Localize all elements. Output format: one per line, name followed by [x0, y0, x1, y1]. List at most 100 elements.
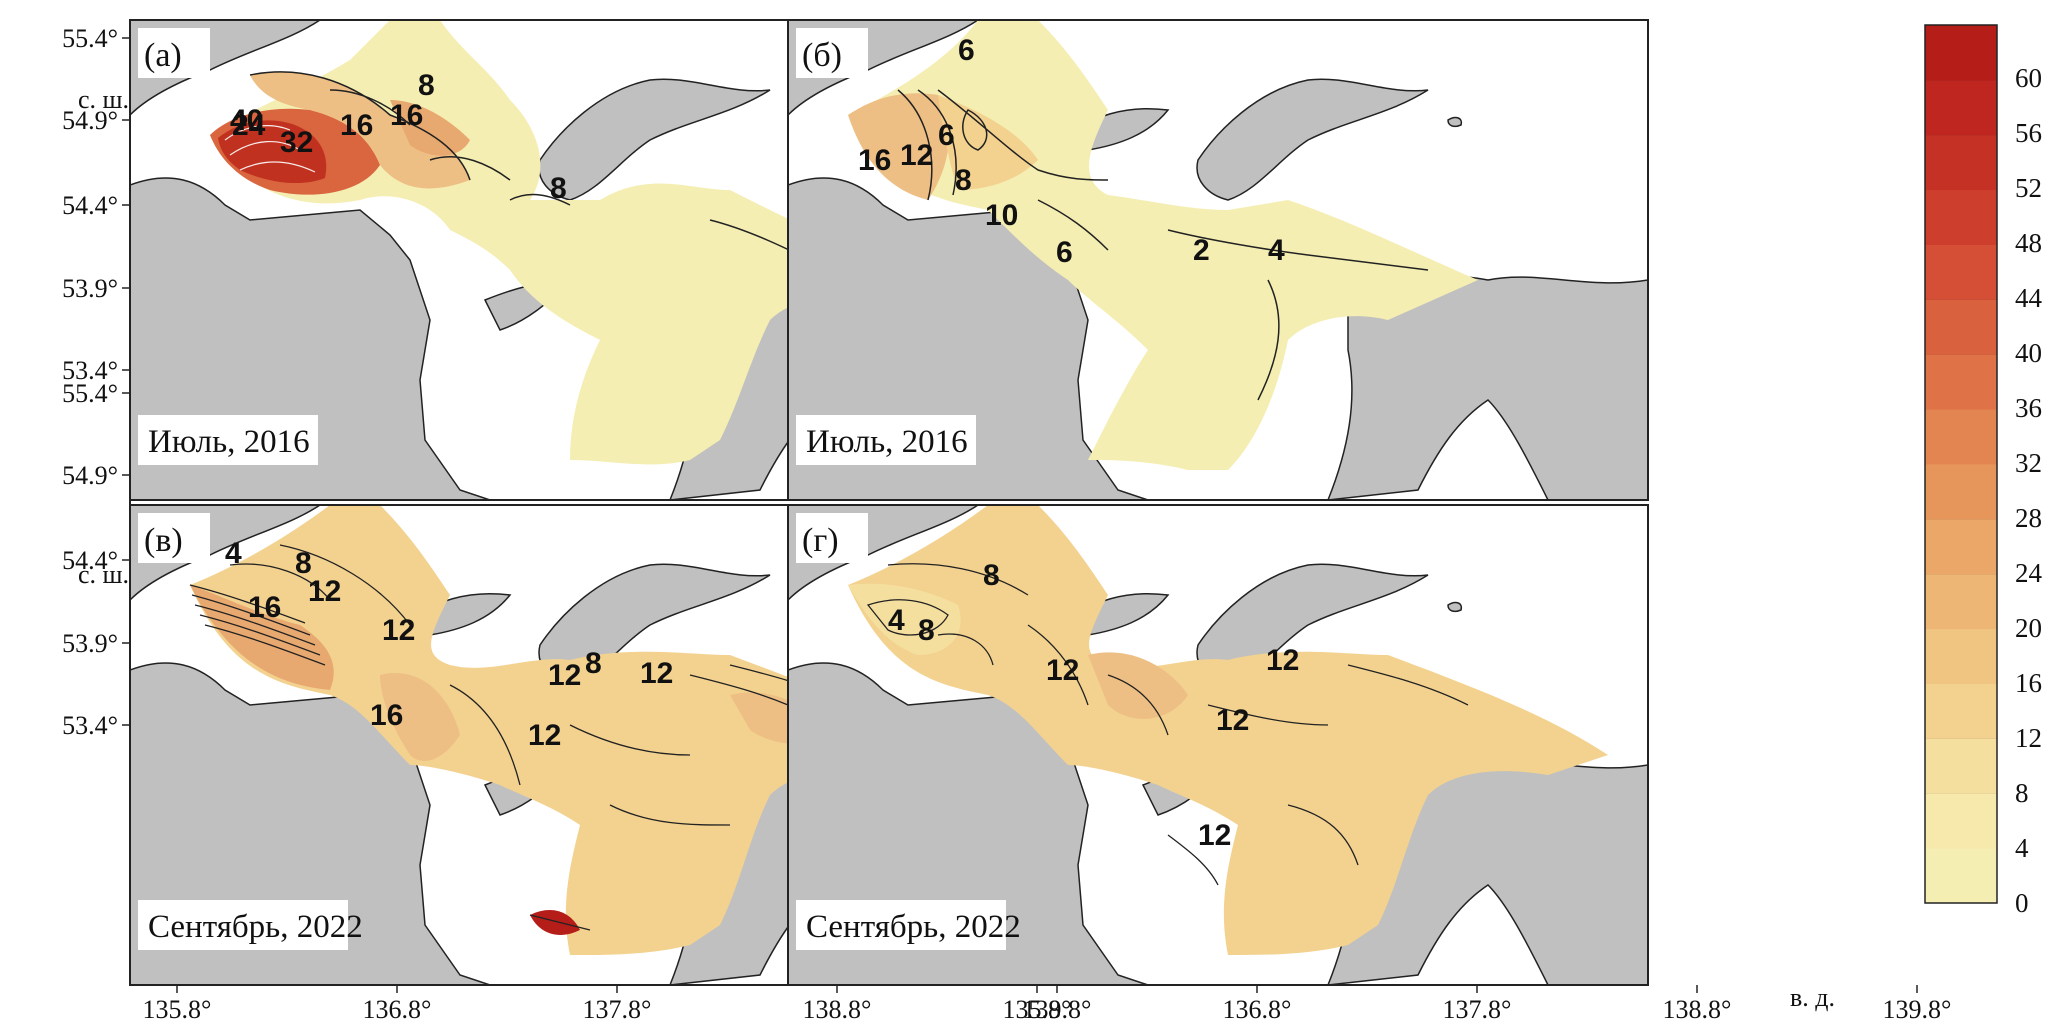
contour-label: 6: [958, 34, 975, 67]
contour-label: 8: [983, 559, 1000, 592]
colorbar-tick-label: 32: [2015, 448, 2042, 478]
colorbar-tick-label: 28: [2015, 503, 2042, 533]
colorbar-swatch: [1925, 573, 1997, 630]
contour-label: 4: [888, 604, 905, 637]
colorbar-swatch: [1925, 518, 1997, 575]
x-tick-label: 139.8°: [1023, 995, 1092, 1024]
panel-letter: (б): [802, 37, 842, 74]
contour-label: 12: [1216, 704, 1249, 737]
data-region: [190, 505, 950, 955]
panel-frame: [787, 19, 1649, 501]
x-tick-label: 137.8°: [583, 995, 652, 1024]
colorbar-tick-label: 44: [2015, 283, 2043, 313]
colorbar-tick-label: 24: [2015, 558, 2043, 588]
contour-label: 12: [900, 139, 933, 172]
y-axis-unit: с. ш.: [78, 560, 129, 589]
y-tick-label: 54.4°: [62, 546, 118, 575]
x-tick-label: 137.8°: [1443, 995, 1512, 1024]
colorbar-swatch: [1925, 189, 1997, 245]
x-axis-unit: в. д.: [1790, 983, 1835, 1012]
colorbar-tick-label: 56: [2015, 118, 2042, 148]
contour-labels: 4 8 12 16 12 16 12 8 12 12: [225, 537, 673, 752]
panel-b: (б) Июль, 2016 16 12 6 8 10 6 6 2 4: [787, 19, 1649, 501]
colorbar-tick-label: 8: [2015, 778, 2029, 808]
colorbar-tick-label: 16: [2015, 668, 2042, 698]
contour-label: 4: [225, 537, 242, 570]
contour-label: 8: [550, 172, 567, 205]
x-tick-label: 136.8°: [363, 995, 432, 1024]
panel-date: Июль, 2016: [148, 424, 310, 460]
contour-label: 6: [1056, 236, 1073, 269]
contour-label: 10: [985, 199, 1018, 232]
contour-lines: [897, 89, 1429, 401]
contour-label: 16: [248, 591, 281, 624]
panel-letter: (г): [802, 522, 839, 559]
data-region: [848, 505, 1608, 955]
colorbar-swatch: [1925, 79, 1997, 136]
contour-label: 6: [938, 119, 955, 152]
panel-date: Сентябрь, 2022: [148, 909, 363, 945]
contour-label: 4: [1268, 234, 1285, 267]
contour-labels: 8 4 8 12 12 12 12: [888, 559, 1299, 852]
panel-date: Сентябрь, 2022: [806, 909, 1021, 945]
colorbar-swatch: [1925, 738, 1997, 794]
panel-date: Июль, 2016: [806, 424, 968, 460]
contour-label: 24: [232, 109, 266, 142]
x-tick-label: 138.8°: [1663, 995, 1732, 1024]
panel-d: (г) Сентябрь, 2022 8 4 8 12 12 12 12: [787, 504, 1649, 986]
x-axis: 135.8° 136.8° 137.8° 138.8° 139.8° 135.8° 136…: [130, 983, 1951, 1024]
y-tick-label: 53.4°: [62, 711, 118, 740]
colorbar-swatch: [1925, 409, 1997, 465]
colorbar-swatch: [1925, 134, 1997, 191]
colorbar-swatch: [1925, 628, 1997, 684]
colorbar-tick-label: 36: [2015, 393, 2042, 423]
contour-label: 12: [1046, 654, 1079, 687]
x-tick-label: 135.8°: [1003, 995, 1072, 1024]
y-axis: 55.4° 54.9° 54.4° 53.9° 53.4° 55.4° 54.9° 54.4…: [62, 20, 131, 985]
contour-label: 12: [1266, 644, 1299, 677]
x-tick-label: 136.8°: [1223, 995, 1292, 1024]
colorbar-swatch: [1925, 848, 1997, 904]
y-tick-label: 55.4°: [62, 24, 118, 53]
contour-label: 12: [528, 719, 561, 752]
contour-labels: 16 24 40 32 16 8 8: [230, 69, 567, 205]
contour-label: 16: [370, 699, 403, 732]
y-tick-label: 53.4°: [62, 356, 118, 385]
contour-lines: [249, 71, 831, 271]
y-tick-label: 55.4°: [62, 379, 118, 408]
colorbar-tick-label: 48: [2015, 228, 2042, 258]
colorbar-swatch: [1925, 299, 1997, 355]
colorbar-tick-label: 20: [2015, 613, 2042, 643]
colorbar-tick-label: 12: [2015, 723, 2042, 753]
contour-label: 40: [230, 104, 263, 137]
y-tick-label: 53.9°: [62, 274, 118, 303]
contour-label: 8: [955, 164, 972, 197]
contour-label: 12: [1198, 819, 1231, 852]
y-tick-label: 54.4°: [62, 191, 118, 220]
contour-labels: 16 12 6 8 10 6 6 2 4: [858, 34, 1285, 269]
contour-label: 16: [340, 109, 373, 142]
panel-letter: (в): [144, 522, 183, 559]
contour-label: 12: [640, 657, 673, 690]
contour-label: 8: [295, 547, 312, 580]
contour-label: 16: [858, 144, 891, 177]
colorbar-swatch: [1925, 25, 1997, 81]
colorbar-tick-label: 60: [2015, 63, 2042, 93]
x-tick-label: 139.8°: [1883, 995, 1952, 1024]
contour-label: 8: [918, 614, 935, 647]
contour-lines: [866, 563, 1469, 886]
colorbar-swatch: [1925, 244, 1997, 300]
colorbar-swatch: [1925, 683, 1997, 739]
y-tick-label: 54.9°: [62, 461, 118, 490]
colorbar-swatch: [1925, 464, 1997, 520]
colorbar-tick-label: 4: [2015, 833, 2029, 863]
contour-label: 32: [280, 126, 313, 159]
x-tick-label: 135.8°: [143, 995, 212, 1024]
x-tick-label: 138.8°: [803, 995, 872, 1024]
colorbar-tick-label: 52: [2015, 173, 2042, 203]
contour-lines: [189, 544, 851, 931]
contour-label: 2: [1193, 234, 1210, 267]
panel-letter: (а): [144, 37, 182, 74]
